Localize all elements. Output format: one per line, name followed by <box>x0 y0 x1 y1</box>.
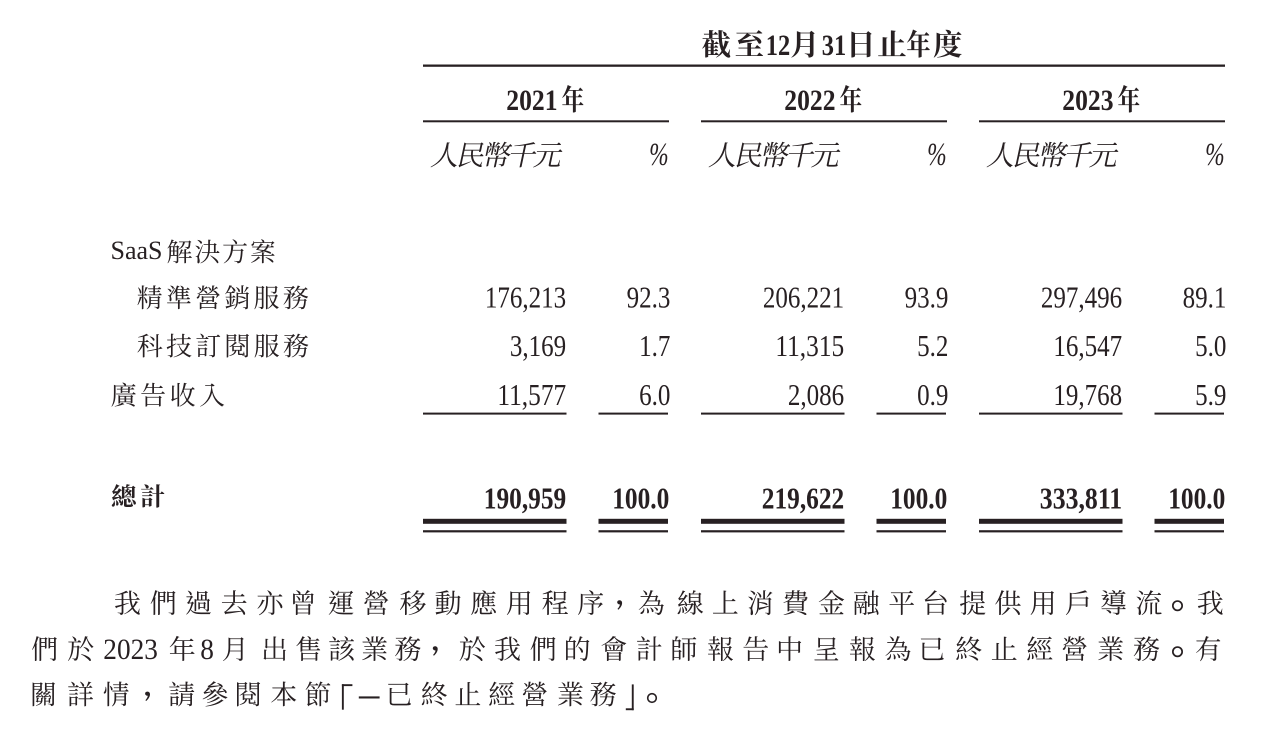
svg-text:2022: 2022 <box>784 85 835 117</box>
svg-text:1.7: 1.7 <box>639 329 670 363</box>
svg-text:89.1: 89.1 <box>1183 281 1227 315</box>
svg-text:176,213: 176,213 <box>485 281 566 315</box>
svg-text:3,169: 3,169 <box>510 329 566 363</box>
svg-text:5.2: 5.2 <box>917 329 948 363</box>
svg-text:333,811: 333,811 <box>1040 481 1122 516</box>
svg-text:12: 12 <box>766 30 790 62</box>
svg-text:93.9: 93.9 <box>905 281 949 315</box>
svg-text:6.0: 6.0 <box>639 378 670 412</box>
svg-text:19,768: 19,768 <box>1053 378 1122 412</box>
svg-text:206,221: 206,221 <box>763 281 844 315</box>
svg-text:100.0: 100.0 <box>612 481 669 516</box>
svg-text:219,622: 219,622 <box>762 481 844 516</box>
svg-text:11,577: 11,577 <box>497 378 566 412</box>
svg-text:8: 8 <box>200 633 214 666</box>
svg-text:190,959: 190,959 <box>484 481 566 516</box>
svg-text:0.9: 0.9 <box>917 378 948 412</box>
svg-text:2023: 2023 <box>1062 85 1113 117</box>
svg-text:100.0: 100.0 <box>890 481 947 516</box>
svg-text:2,086: 2,086 <box>788 378 844 412</box>
svg-text:92.3: 92.3 <box>627 281 671 315</box>
svg-text:16,547: 16,547 <box>1053 329 1122 363</box>
svg-text:SaaS: SaaS <box>111 236 163 265</box>
svg-text:100.0: 100.0 <box>1168 481 1225 516</box>
svg-text:5.0: 5.0 <box>1195 329 1226 363</box>
svg-text:2021: 2021 <box>506 85 557 117</box>
svg-text:2023: 2023 <box>103 633 158 666</box>
svg-text:5.9: 5.9 <box>1195 378 1226 412</box>
svg-text:%: % <box>649 137 669 173</box>
svg-text:297,496: 297,496 <box>1041 281 1122 315</box>
svg-text:%: % <box>927 137 947 173</box>
svg-text:%: % <box>1205 137 1225 173</box>
svg-text:11,315: 11,315 <box>775 329 844 363</box>
svg-text:31: 31 <box>822 30 846 62</box>
